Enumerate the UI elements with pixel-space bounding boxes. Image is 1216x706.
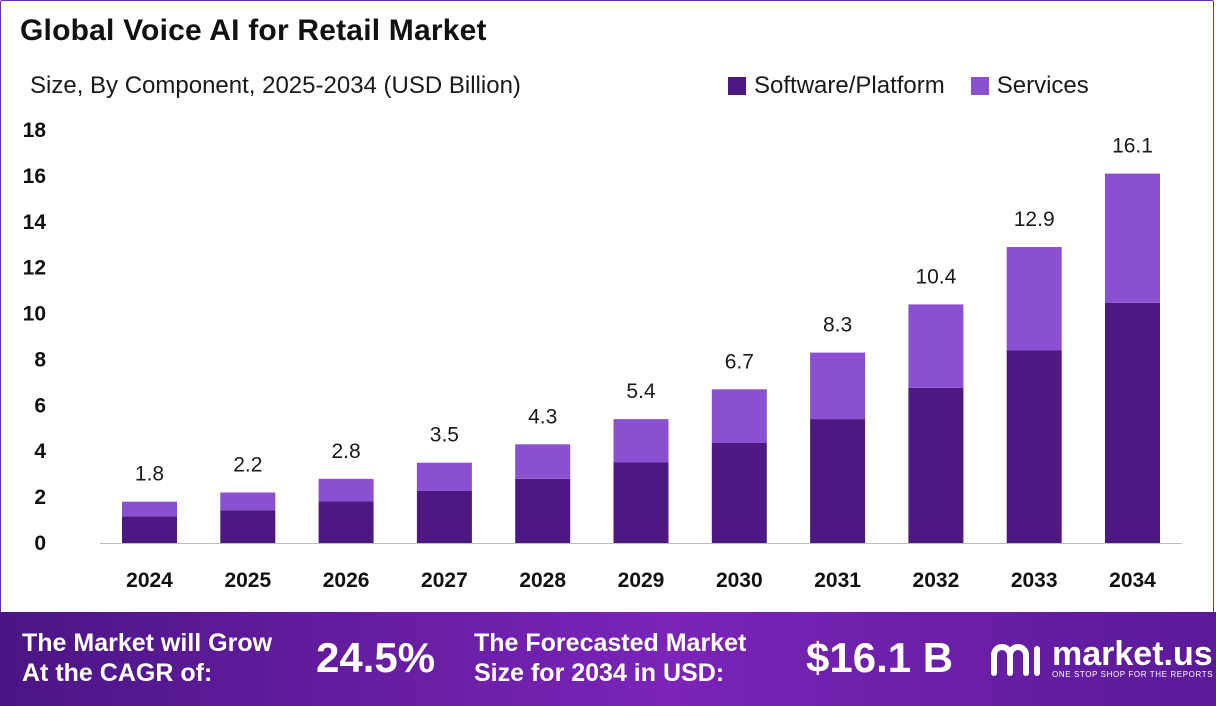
y-tick-label: 14 <box>23 211 47 234</box>
y-tick-label: 12 <box>23 257 46 280</box>
bar-total-label: 3.5 <box>430 424 459 447</box>
bar-total-label: 8.3 <box>823 314 852 337</box>
forecast-text-line2: Size for 2034 in USD: <box>474 659 725 687</box>
bar-software-platform <box>908 387 964 543</box>
bar-software-platform <box>711 443 767 543</box>
x-tick-label: 2031 <box>814 569 861 592</box>
bar-software-platform <box>318 501 374 543</box>
legend-swatch-software <box>728 77 746 95</box>
bar-services <box>318 478 374 502</box>
x-tick-label: 2026 <box>323 569 370 592</box>
y-tick-label: 2 <box>34 486 46 509</box>
x-tick-label: 2029 <box>618 569 665 592</box>
y-tick-label: 0 <box>34 532 46 555</box>
y-tick-label: 8 <box>34 348 46 371</box>
bar-total-label: 16.1 <box>1112 135 1153 158</box>
x-tick-label: 2032 <box>913 569 960 592</box>
bar-software-platform <box>1006 350 1062 543</box>
bar-services <box>1105 173 1160 303</box>
bar-services <box>1006 247 1062 351</box>
market-us-logo: market.us ONE STOP SHOP FOR THE REPORTS <box>990 635 1214 680</box>
forecast-text: The Forecasted Market Size for 2034 in U… <box>474 628 746 688</box>
x-tick-label: 2025 <box>224 569 271 592</box>
x-tick-label: 2024 <box>126 569 173 592</box>
cagr-text-line1: The Market will Grow <box>22 629 273 657</box>
bar-total-label: 12.9 <box>1014 208 1055 231</box>
bar-software-platform <box>220 510 276 543</box>
legend-item-services: Services <box>970 72 1089 100</box>
y-tick-label: 18 <box>23 119 47 142</box>
bar-total-label: 6.7 <box>725 350 754 373</box>
bar-software-platform <box>122 516 177 543</box>
logo-name: market.us <box>1052 635 1213 673</box>
x-tick-label: 2030 <box>716 569 763 592</box>
legend-label-software: Software/Platform <box>754 72 945 99</box>
footer-banner: The Market will Grow At the CAGR of: 24.… <box>0 612 1216 706</box>
y-tick-label: 6 <box>34 394 46 417</box>
bar-software-platform <box>613 462 669 543</box>
bar-services <box>810 352 866 420</box>
bar-software-platform <box>515 478 571 543</box>
market-us-logo-icon <box>991 644 1040 676</box>
legend: Software/Platform Services <box>728 72 1115 100</box>
bar-software-platform <box>1105 302 1160 543</box>
bar-total-label: 2.2 <box>233 454 262 477</box>
cagr-value: 24.5% <box>316 634 436 681</box>
bar-services <box>711 389 767 443</box>
bar-total-label: 1.8 <box>135 463 164 486</box>
bar-software-platform <box>416 490 472 543</box>
bar-services <box>122 501 177 517</box>
legend-label-services: Services <box>996 72 1089 99</box>
x-tick-label: 2034 <box>1109 569 1156 592</box>
chart-title: Global Voice AI for Retail Market <box>20 14 487 47</box>
y-tick-label: 4 <box>34 440 46 463</box>
logo-tagline: ONE STOP SHOP FOR THE REPORTS <box>1052 670 1214 679</box>
bar-services <box>416 462 472 491</box>
cagr-text-line2: At the CAGR of: <box>22 659 213 687</box>
x-tick-label: 2028 <box>519 569 566 592</box>
bar-total-label: 4.3 <box>528 405 557 428</box>
cagr-text: The Market will Grow At the CAGR of: <box>22 628 272 688</box>
bar-services <box>613 419 669 463</box>
legend-item-software: Software/Platform <box>728 72 945 100</box>
bar-services <box>515 444 571 479</box>
bar-services <box>220 492 276 511</box>
x-tick-label: 2027 <box>421 569 468 592</box>
bar-total-label: 2.8 <box>331 440 360 463</box>
y-tick-label: 10 <box>23 303 46 326</box>
bar-chart: 0 2 4 6 8 10 12 14 16 18 1.8 2024 2.2 2025 2.8 2026 3.5 2… <box>23 119 1182 592</box>
forecast-value: $16.1 B <box>806 634 954 681</box>
bar-total-label: 5.4 <box>626 380 656 403</box>
forecast-text-line1: The Forecasted Market <box>474 629 747 657</box>
bar-services <box>908 304 964 388</box>
chart-subtitle: Size, By Component, 2025-2034 (USD Billi… <box>30 72 521 99</box>
bar-total-label: 10.4 <box>915 265 956 288</box>
legend-swatch-services <box>970 77 989 95</box>
x-tick-label: 2033 <box>1011 569 1058 592</box>
bar-software-platform <box>810 419 866 543</box>
y-tick-label: 16 <box>23 165 46 188</box>
